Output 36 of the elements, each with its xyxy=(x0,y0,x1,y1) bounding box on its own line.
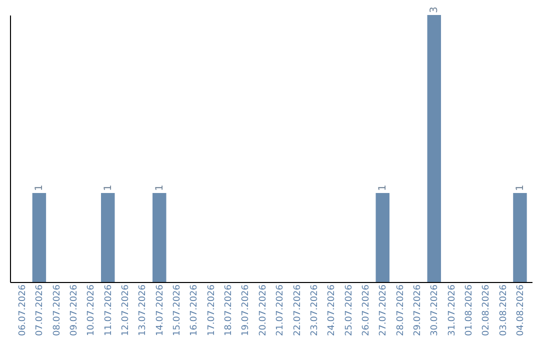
x-tick-label: 07.07.2026 xyxy=(35,284,46,336)
x-tick-label: 01.08.2026 xyxy=(464,284,474,336)
x-tick-label: 21.07.2026 xyxy=(276,284,286,336)
data-label: 1 xyxy=(378,184,389,191)
x-tick-label: 10.07.2026 xyxy=(86,284,97,336)
x-tick-label: 13.07.2026 xyxy=(138,284,148,336)
data-label: 1 xyxy=(514,184,526,191)
x-tick-label: 30.07.2026 xyxy=(430,284,440,336)
x-tick-label: 18.07.2026 xyxy=(224,284,234,336)
x-tick-label: 11.07.2026 xyxy=(104,284,114,336)
data-label: 3 xyxy=(429,6,440,13)
x-tick-label: 14.07.2026 xyxy=(155,284,166,336)
x-tick-label: 16.07.2026 xyxy=(190,284,200,336)
data-label: 1 xyxy=(102,184,114,191)
x-tick-label: 03.08.2026 xyxy=(498,284,509,336)
data-label: 1 xyxy=(154,184,166,191)
x-tick-label: 09.07.2026 xyxy=(70,284,80,336)
x-tick-label: 27.07.2026 xyxy=(378,284,389,336)
x-tick-label: 02.08.2026 xyxy=(482,284,492,336)
x-tick-label: 25.07.2026 xyxy=(344,284,354,336)
x-tick-label: 22.07.2026 xyxy=(292,284,303,336)
x-tick-label: 15.07.2026 xyxy=(172,284,183,336)
x-tick-label: 17.07.2026 xyxy=(206,284,217,336)
x-tick-label: 06.07.2026 xyxy=(18,284,28,336)
data-label: 1 xyxy=(34,184,46,191)
x-tick-label: 04.08.2026 xyxy=(516,284,526,336)
x-tick-label: 12.07.2026 xyxy=(121,284,132,336)
x-tick-label: 20.07.2026 xyxy=(258,284,268,336)
x-tick-label: 23.07.2026 xyxy=(310,284,320,336)
x-tick-label: 08.07.2026 xyxy=(52,284,62,336)
x-tick-label: 24.07.2026 xyxy=(327,284,338,336)
x-tick-label: 29.07.2026 xyxy=(412,284,423,336)
x-tick-label: 19.07.2026 xyxy=(241,284,252,336)
x-tick-label: 26.07.2026 xyxy=(361,284,372,336)
x-tick-label: 28.07.2026 xyxy=(396,284,406,336)
x-tick-label: 31.07.2026 xyxy=(447,284,458,336)
